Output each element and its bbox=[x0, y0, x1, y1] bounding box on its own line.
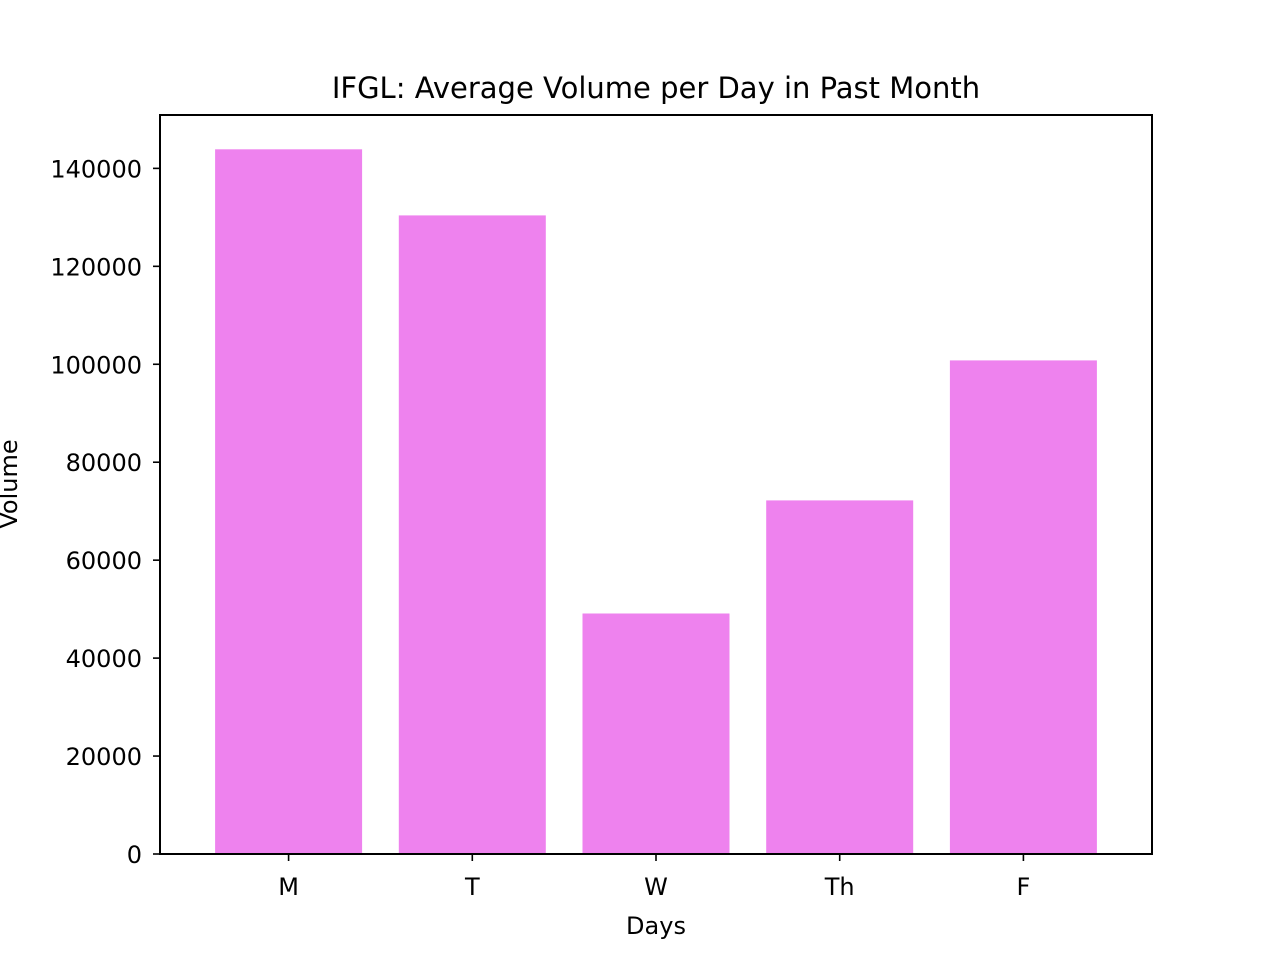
bars-group bbox=[215, 149, 1097, 855]
bar-th bbox=[766, 500, 914, 854]
y-axis-label: Volume bbox=[0, 439, 23, 528]
y-axis-ticks: 0 20000 40000 60000 80000 100000 120000 140000 bbox=[50, 155, 160, 869]
x-axis-ticks: M T W Th F bbox=[278, 854, 1030, 901]
x-tick-label: F bbox=[1017, 873, 1031, 901]
x-tick-label: W bbox=[644, 873, 668, 901]
y-tick-label: 100000 bbox=[50, 351, 142, 379]
x-tick-label: M bbox=[278, 873, 299, 901]
y-tick-label: 140000 bbox=[50, 155, 142, 183]
bar-t bbox=[398, 215, 546, 854]
y-tick-label: 40000 bbox=[66, 645, 142, 673]
bar-f bbox=[949, 360, 1097, 854]
x-tick-label: T bbox=[464, 873, 480, 901]
y-tick-label: 60000 bbox=[66, 547, 142, 575]
bar-w bbox=[582, 613, 730, 854]
y-tick-label: 20000 bbox=[66, 743, 142, 771]
y-tick-label: 120000 bbox=[50, 253, 142, 281]
bar-m bbox=[215, 149, 363, 855]
x-axis-label: Days bbox=[626, 912, 686, 940]
y-tick-label: 0 bbox=[127, 841, 142, 869]
y-tick-label: 80000 bbox=[66, 449, 142, 477]
chart-title: IFGL: Average Volume per Day in Past Mon… bbox=[332, 71, 980, 105]
x-tick-label: Th bbox=[824, 873, 855, 901]
plot-frame bbox=[159, 114, 1153, 855]
